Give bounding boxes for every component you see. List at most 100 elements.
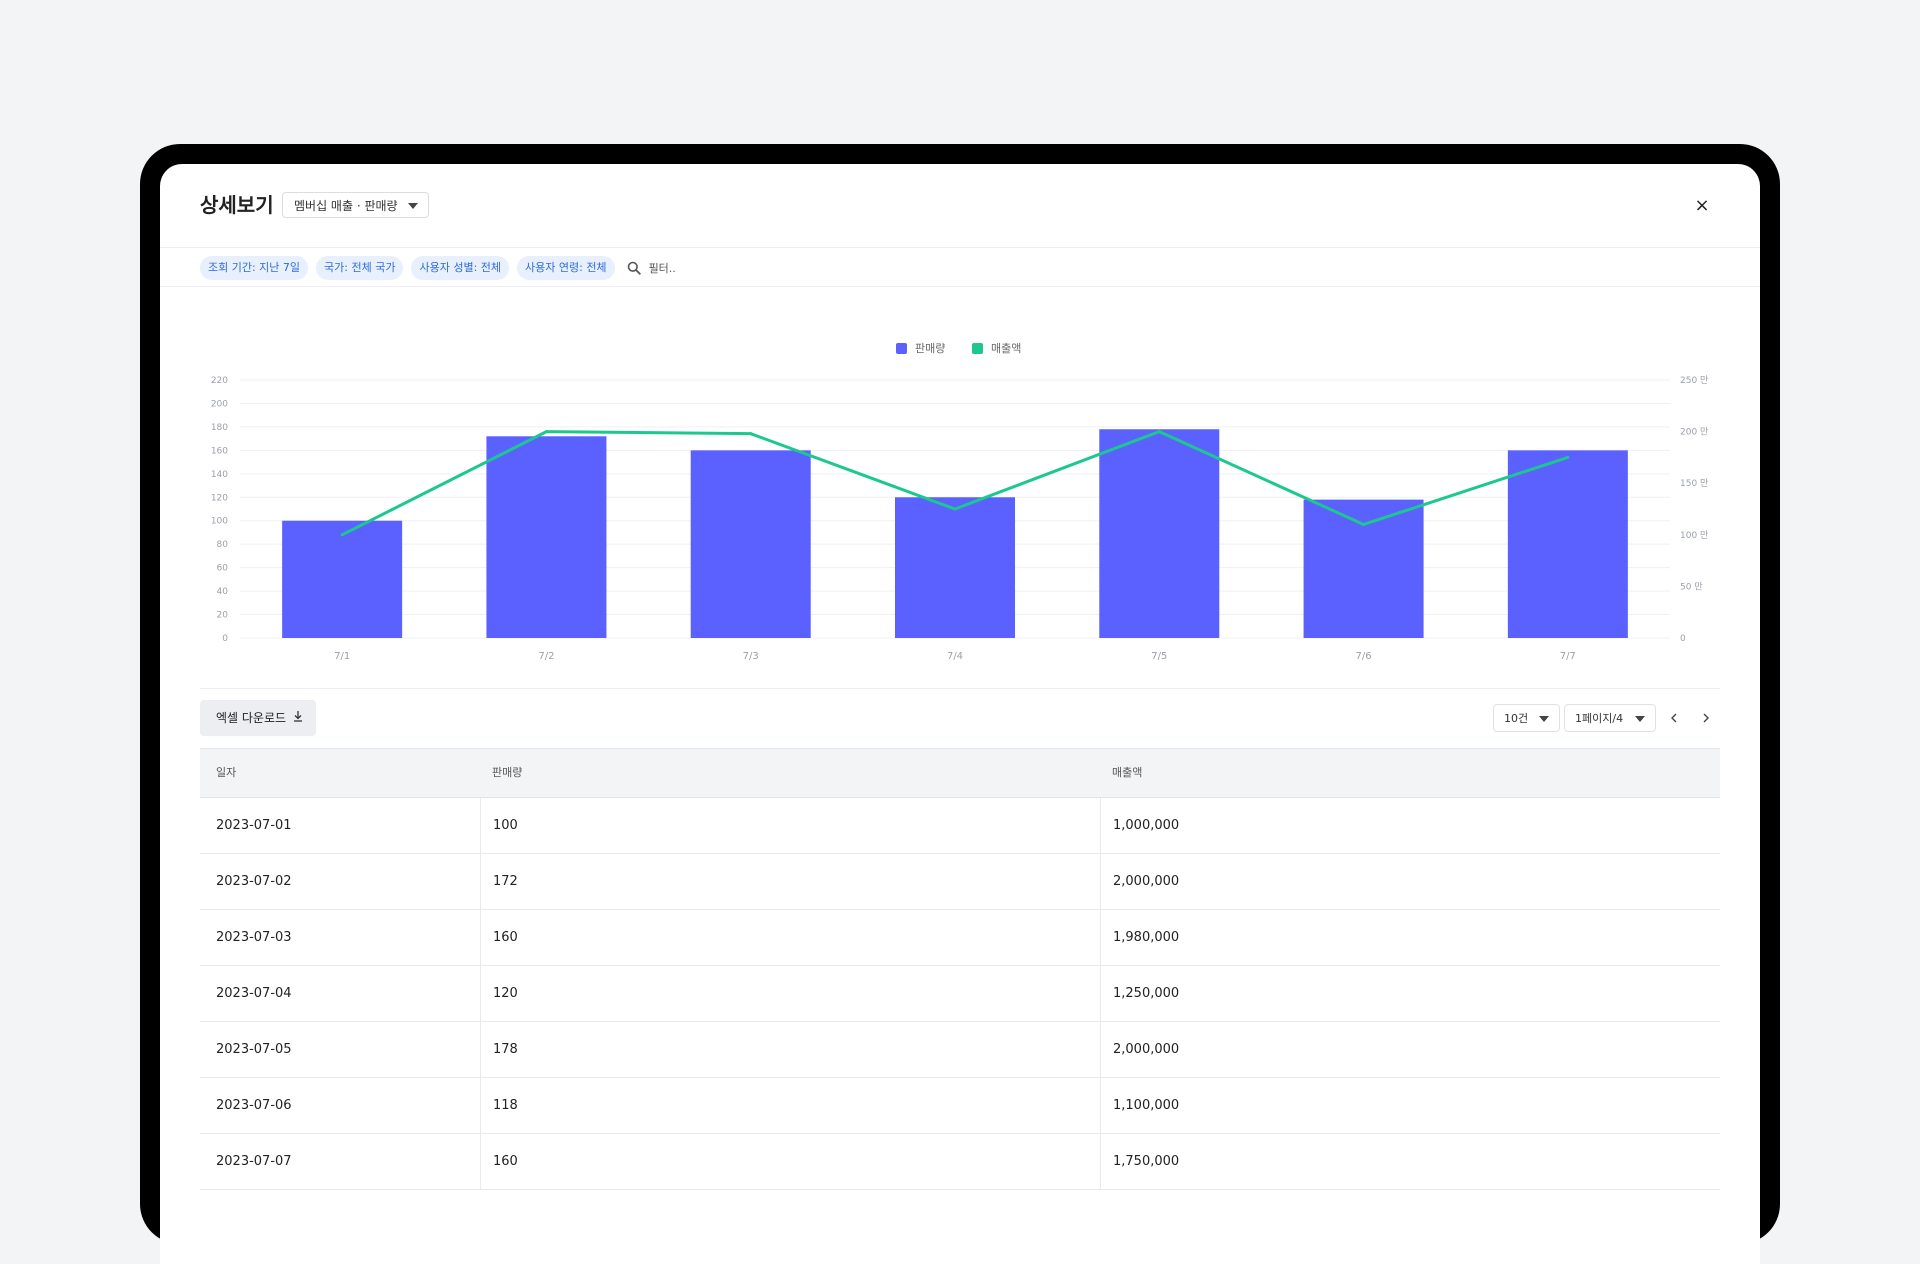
search-icon (627, 261, 641, 275)
page-select[interactable]: 1페이지/4 (1564, 704, 1656, 732)
cell-sales-volume: 118 (480, 1078, 1100, 1133)
table-row: 2023-07-04 120 1,250,000 (200, 966, 1720, 1022)
metric-dropdown[interactable]: 멤버십 매출 · 판매량 (282, 192, 429, 218)
cell-date: 2023-07-05 (216, 1042, 292, 1057)
bar (895, 497, 1015, 638)
excel-download-label: 엑셀 다운로드 (216, 711, 287, 725)
chart-svg: 0 20 40 60 80 100 120 140 160 180 200 220 0 50 만 100 만… (211, 342, 1709, 662)
cell-sales-volume: 172 (480, 854, 1100, 909)
bar (690, 450, 811, 638)
download-icon (292, 700, 304, 736)
cell-date: 2023-07-03 (216, 930, 292, 945)
page-size-value: 10건 (1504, 712, 1529, 725)
next-page-button[interactable] (1696, 708, 1716, 728)
prev-page-button[interactable] (1664, 708, 1684, 728)
column-header-date[interactable]: 일자 (216, 766, 237, 779)
cell-date: 2023-07-01 (216, 818, 292, 833)
table-row: 2023-07-01 100 1,000,000 (200, 798, 1720, 854)
chevron-left-icon (1671, 713, 1677, 723)
y-left-tick-label: 100 (211, 517, 228, 527)
caret-down-icon (1539, 716, 1549, 722)
page-size-select[interactable]: 10건 (1493, 704, 1560, 732)
cell-revenue: 1,250,000 (1100, 966, 1720, 1021)
table-row: 2023-07-02 172 2,000,000 (200, 854, 1720, 910)
modal-header: 상세보기 멤버십 매출 · 판매량 × (160, 164, 1760, 248)
filter-chip-period[interactable]: 조회 기간: 지난 7일 (200, 256, 309, 280)
table-row: 2023-07-06 118 1,100,000 (200, 1078, 1720, 1134)
table-row: 2023-07-07 160 1,750,000 (200, 1134, 1720, 1190)
bar (1507, 450, 1628, 638)
detail-modal: 상세보기 멤버십 매출 · 판매량 × 조회 기간: 지난 7일 국가: 전체 … (160, 164, 1760, 1264)
line-point (749, 432, 753, 436)
cell-revenue: 2,000,000 (1100, 854, 1720, 909)
bar (282, 520, 403, 638)
legend-label-revenue: 매출액 (991, 342, 1021, 355)
cell-date: 2023-07-07 (216, 1154, 292, 1169)
y-left-tick-label: 160 (211, 446, 228, 456)
cell-revenue: 2,000,000 (1100, 1022, 1720, 1077)
legend-label-sales-volume: 판매량 (915, 342, 945, 355)
excel-download-button[interactable]: 엑셀 다운로드 (200, 700, 317, 736)
bar (1303, 499, 1424, 638)
close-icon[interactable]: × (1694, 195, 1710, 216)
table-header: 일자 판매량 매출액 (200, 748, 1720, 798)
line-point (340, 533, 344, 537)
metric-dropdown-label: 멤버십 매출 · 판매량 (294, 199, 398, 213)
x-tick-label: 7/4 (947, 651, 963, 662)
x-tick-label: 7/6 (1356, 651, 1372, 662)
y-right-tick-label: 0 (1680, 634, 1686, 644)
column-header-revenue[interactable]: 매출액 (1112, 766, 1143, 779)
combo-chart: 0 20 40 60 80 100 120 140 160 180 200 220 0 50 만 100 만… (200, 314, 1720, 674)
cell-date: 2023-07-02 (216, 874, 292, 889)
y-left-tick-label: 120 (211, 493, 228, 503)
y-left-tick-label: 0 (222, 634, 228, 644)
table-row: 2023-07-03 160 1,980,000 (200, 910, 1720, 966)
x-tick-label: 7/2 (538, 651, 554, 662)
y-right-tick-label: 200 만 (1680, 427, 1708, 438)
cell-revenue: 1,100,000 (1100, 1078, 1720, 1133)
filter-chip-gender[interactable]: 사용자 성별: 전체 (411, 256, 510, 280)
section-divider (200, 688, 1720, 689)
filter-search-input[interactable] (640, 261, 769, 275)
y-right-tick-label: 50 만 (1680, 581, 1703, 592)
bar (1099, 429, 1220, 638)
table-row: 2023-07-05 178 2,000,000 (200, 1022, 1720, 1078)
x-tick-label: 7/7 (1560, 651, 1576, 662)
cell-date: 2023-07-04 (216, 986, 292, 1001)
column-header-sales-volume[interactable]: 판매량 (492, 766, 523, 779)
y-right-tick-label: 250 만 (1680, 375, 1708, 386)
bar (486, 436, 607, 638)
filter-chip-age[interactable]: 사용자 연령: 전체 (517, 256, 615, 280)
y-left-tick-label: 20 (217, 611, 229, 621)
legend-swatch-sales-volume (896, 343, 907, 354)
filter-chip-country[interactable]: 국가: 전체 국가 (316, 256, 404, 280)
y-left-tick-label: 80 (217, 540, 229, 550)
cell-sales-volume: 178 (480, 1022, 1100, 1077)
cell-revenue: 1,000,000 (1100, 798, 1720, 853)
filter-search (627, 261, 769, 275)
x-tick-label: 7/5 (1151, 651, 1167, 662)
line-point (1566, 455, 1570, 459)
y-left-tick-label: 40 (217, 587, 229, 597)
y-right-tick-label: 150 만 (1680, 478, 1708, 489)
y-right-tick-label: 100 만 (1680, 530, 1708, 541)
cell-sales-volume: 160 (480, 910, 1100, 965)
filter-chips: 조회 기간: 지난 7일 국가: 전체 국가 사용자 성별: 전체 사용자 연령… (200, 256, 769, 280)
y-left-tick-label: 180 (211, 423, 228, 433)
x-tick-label: 7/1 (334, 651, 350, 662)
page-title: 상세보기 (200, 193, 274, 217)
caret-down-icon (1635, 716, 1645, 722)
cell-sales-volume: 100 (480, 798, 1100, 853)
line-point (953, 507, 957, 511)
cell-sales-volume: 120 (480, 966, 1100, 1021)
y-left-tick-label: 220 (211, 376, 228, 386)
cell-revenue: 1,750,000 (1100, 1134, 1720, 1189)
y-left-tick-label: 60 (217, 564, 229, 574)
filter-bar: 조회 기간: 지난 7일 국가: 전체 국가 사용자 성별: 전체 사용자 연령… (160, 248, 1760, 287)
data-table: 일자 판매량 매출액 2023-07-01 100 1,000,000 2023… (200, 748, 1720, 1190)
line-point (1157, 430, 1161, 434)
y-left-tick-label: 200 (211, 399, 228, 409)
cell-date: 2023-07-06 (216, 1098, 292, 1113)
legend-swatch-revenue (972, 343, 983, 354)
line-point (1362, 522, 1366, 526)
